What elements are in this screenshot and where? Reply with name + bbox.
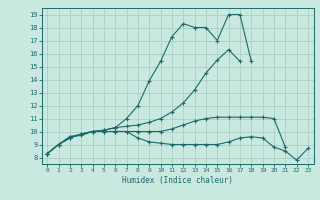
- X-axis label: Humidex (Indice chaleur): Humidex (Indice chaleur): [122, 176, 233, 185]
